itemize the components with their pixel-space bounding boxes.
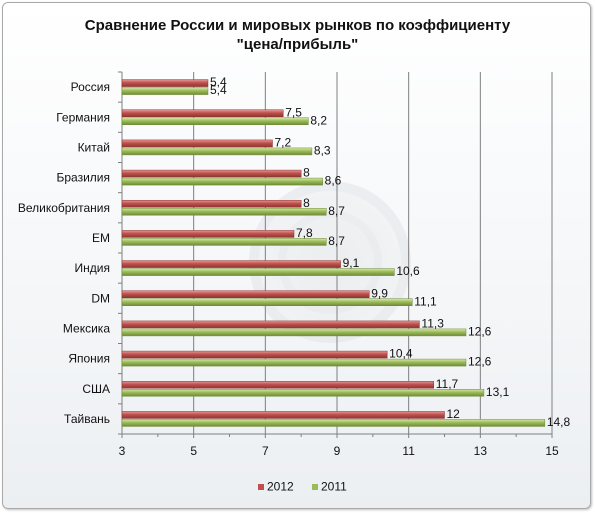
bar-2011 <box>121 208 327 216</box>
category-label: Великобритания <box>18 201 110 215</box>
data-label-2011: 8,6 <box>325 174 342 188</box>
bar-2012 <box>121 320 420 329</box>
bar-2011 <box>121 389 485 397</box>
bar-2012 <box>121 260 341 268</box>
bar-2012 <box>121 381 434 389</box>
data-label-2011: 8,7 <box>328 204 345 218</box>
category-label: Япония <box>68 352 110 366</box>
bars <box>121 79 546 427</box>
category-label: Мексика <box>63 321 110 335</box>
bar-2012 <box>121 230 295 238</box>
legend-swatch-2012 <box>258 484 264 490</box>
bar-2012 <box>121 200 302 208</box>
bar-2012 <box>121 411 445 419</box>
chart-title-line-2: "цена/прибыль" <box>236 36 359 53</box>
data-label-2011: 12,6 <box>468 324 492 338</box>
legend-label-2012: 2012 <box>267 480 294 494</box>
data-label-2012: 11,3 <box>421 316 444 330</box>
data-label-2011: 11,1 <box>414 294 437 308</box>
chart-title-line-1: Сравнение России и мировых рынков по коэ… <box>84 17 511 34</box>
category-label: Бразилия <box>57 171 111 185</box>
bar-2011 <box>121 358 467 367</box>
data-label-2012: 12 <box>447 407 461 421</box>
legend: 2012 2011 <box>258 480 347 494</box>
bar-2011 <box>121 147 313 156</box>
data-label-2011: 8,3 <box>314 143 331 157</box>
bar-2011 <box>121 87 209 95</box>
x-tick-label: 15 <box>545 444 559 458</box>
data-label-2012: 5,4 <box>210 75 227 89</box>
data-label-2012: 7,2 <box>275 135 292 149</box>
bar-2011 <box>121 238 327 246</box>
data-label-2012: 8 <box>303 166 310 180</box>
data-label-2011: 14,8 <box>547 415 571 429</box>
category-label: Германия <box>56 110 110 124</box>
data-label-2012: 7,5 <box>285 105 302 119</box>
category-label: Россия <box>71 80 110 94</box>
bar-2012 <box>121 139 273 148</box>
bar-2012 <box>121 79 209 87</box>
data-label-2011: 13,1 <box>486 385 510 399</box>
bar-2011 <box>121 268 395 276</box>
data-label-2012: 9,1 <box>343 256 360 270</box>
bar-2012 <box>121 109 284 117</box>
x-tick-label: 5 <box>190 444 197 458</box>
x-tick-label: 3 <box>119 444 126 458</box>
data-label-2012: 7,8 <box>296 226 313 240</box>
axes: 3 5 7 9 11 13 15 Россия Германия Китай Бразилия Вел… <box>18 71 559 458</box>
data-label-2011: 5,4 <box>210 83 227 97</box>
data-label-2012: 10,4 <box>389 347 413 361</box>
bar-2012 <box>121 350 388 359</box>
x-tick-label: 9 <box>334 444 341 458</box>
category-label: Тайвань <box>64 412 110 426</box>
bar-2012 <box>121 290 370 298</box>
x-tick-label: 7 <box>262 444 269 458</box>
data-label-2012: 11,7 <box>436 377 459 391</box>
category-label: Китай <box>78 140 110 154</box>
gridlines <box>193 72 553 434</box>
legend-label-2011: 2011 <box>321 480 347 494</box>
data-label-2011: 8,7 <box>328 234 345 248</box>
category-label: США <box>82 382 110 396</box>
bar-2011 <box>121 117 309 125</box>
bar-2011 <box>121 328 467 337</box>
category-label: Индия <box>75 261 110 275</box>
chart-title: Сравнение России и мировых рынков по коэ… <box>0 16 595 54</box>
bar-2012 <box>121 169 302 178</box>
category-label: EM <box>92 231 110 245</box>
x-tick-label: 11 <box>402 444 415 458</box>
legend-swatch-2011 <box>312 484 318 490</box>
data-label-2012: 9,9 <box>371 286 388 300</box>
data-label-2012: 8 <box>303 196 310 210</box>
data-label-2011: 10,6 <box>396 264 420 278</box>
bar-2011 <box>121 177 323 186</box>
bar-2011 <box>121 298 413 306</box>
data-labels: 5,45,4 7,5 8,2 7,2 8,3 8 8,6 8 8,7 7,8 8,7 9,1 10,6 9… <box>210 75 571 429</box>
category-label: DM <box>91 291 110 305</box>
x-tick-label: 13 <box>474 444 488 458</box>
bar-2011 <box>121 419 546 427</box>
data-label-2011: 8,2 <box>310 113 327 127</box>
data-label-2011: 12,6 <box>468 355 492 369</box>
